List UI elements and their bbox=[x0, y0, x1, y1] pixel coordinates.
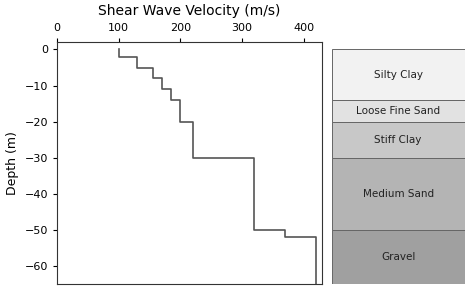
Bar bbox=[332, 158, 465, 230]
Bar bbox=[332, 230, 465, 284]
Bar bbox=[332, 50, 465, 100]
Text: Stiff Clay: Stiff Clay bbox=[374, 135, 422, 145]
Text: Loose Fine Sand: Loose Fine Sand bbox=[356, 106, 440, 116]
Text: Silty Clay: Silty Clay bbox=[374, 70, 423, 80]
Text: Medium Sand: Medium Sand bbox=[363, 189, 434, 199]
Title: Shear Wave Velocity (m/s): Shear Wave Velocity (m/s) bbox=[99, 4, 281, 18]
Text: Gravel: Gravel bbox=[381, 252, 415, 262]
Y-axis label: Depth (m): Depth (m) bbox=[6, 131, 19, 195]
Bar bbox=[332, 100, 465, 122]
Bar bbox=[332, 122, 465, 158]
